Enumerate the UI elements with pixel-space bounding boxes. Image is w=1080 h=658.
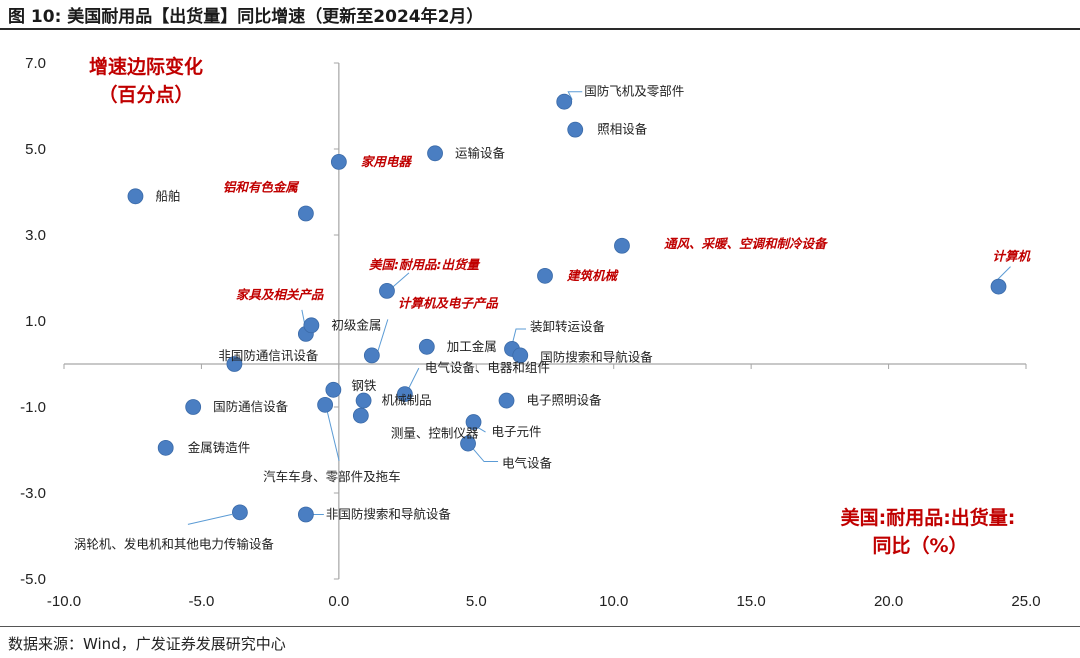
data-label: 船舶 — [155, 188, 180, 203]
data-point — [127, 188, 144, 205]
data-label: 汽车车身、零部件及拖车 — [263, 469, 401, 484]
x-tick-label: 25.0 — [1011, 593, 1040, 610]
data-label: 初级金属 — [331, 317, 381, 332]
data-label: 照相设备 — [597, 122, 648, 137]
x-tick-label: -5.0 — [188, 593, 214, 610]
data-label: 建筑机械 — [566, 268, 620, 283]
data-label: 国防搜索和导航设备 — [540, 349, 653, 364]
leader-line — [392, 272, 410, 288]
data-point — [232, 504, 248, 521]
data-label: 涡轮机、发电机和其他电力传输设备 — [74, 536, 275, 551]
data-label: 通风、采暖、空调和制冷设备 — [664, 236, 829, 251]
data-point — [185, 399, 202, 415]
x-axis-title: 美国:耐用品:出货量: — [841, 506, 1016, 529]
data-label: 计算机 — [993, 249, 1032, 264]
data-label: 非国防通信讯设备 — [218, 348, 319, 363]
x-axis-unit: 同比（%） — [872, 534, 967, 557]
x-tick-label: 20.0 — [874, 593, 903, 610]
data-point — [379, 282, 395, 299]
data-label: 机械制品 — [382, 393, 432, 408]
data-point — [363, 347, 380, 364]
data-label: 国防通信设备 — [213, 399, 289, 414]
data-point — [614, 237, 630, 254]
data-point — [297, 205, 314, 222]
data-label: 装卸转运设备 — [530, 319, 606, 334]
data-label: 家用电器 — [361, 154, 413, 169]
data-point — [990, 278, 1007, 295]
x-tick-label: -10.0 — [47, 593, 81, 610]
x-tick-label: 5.0 — [466, 593, 487, 610]
y-tick-label: 5.0 — [25, 141, 46, 158]
data-label: 金属铸造件 — [188, 440, 251, 455]
title-divider — [0, 28, 1080, 30]
data-label: 测量、控制仪器 — [391, 426, 479, 441]
data-label: 运输设备 — [455, 145, 506, 160]
axis-notes: 增速边际变化 （百分点） 美国:耐用品:出货量: 同比（%） — [89, 55, 1015, 557]
data-label: 加工金属 — [447, 339, 497, 354]
data-point — [317, 396, 334, 413]
data-point — [297, 506, 314, 523]
data-label: 电子元件 — [492, 424, 542, 439]
leader-line — [567, 91, 583, 100]
data-label: 家具及相关产品 — [236, 287, 325, 302]
y-axis-title: 增速边际变化 — [89, 55, 203, 78]
y-tick-label: 1.0 — [25, 313, 46, 330]
x-tick-label: 0.0 — [328, 593, 349, 610]
data-label: 钢铁 — [351, 378, 377, 393]
data-label: 美国:耐用品:出货量 — [369, 257, 480, 272]
data-point — [157, 439, 174, 456]
leader-line — [326, 410, 340, 461]
data-label: 非国防搜索和导航设备 — [326, 507, 452, 522]
data-point — [226, 356, 243, 372]
chart-axes: -10.0 -5.0 0.0 5.0 10.0 15.0 20.0 25.07.05.03.0… — [20, 55, 1040, 610]
data-point — [556, 93, 573, 110]
data-points — [127, 93, 1007, 523]
leader-line — [471, 447, 499, 463]
figure-source: 数据来源：Wind，广发证券发展研究中心 — [8, 635, 286, 653]
data-point — [355, 392, 372, 409]
data-point — [352, 407, 369, 424]
leader-line — [408, 367, 420, 389]
figure-title: 图 10: 美国耐用品【出货量】同比增速（更新至2024年2月） — [8, 7, 484, 27]
data-point — [460, 435, 476, 452]
data-label: 电气设备 — [502, 456, 553, 471]
data-label: 电气设备、电器和组件 — [425, 360, 550, 375]
y-tick-label: 7.0 — [25, 55, 46, 72]
data-point — [396, 386, 413, 403]
data-point — [537, 267, 553, 284]
x-tick-label: 15.0 — [737, 593, 766, 610]
data-point — [512, 347, 529, 364]
data-label: 国防飞机及零部件 — [584, 84, 684, 99]
data-label: 铝和有色金属 — [223, 180, 300, 195]
leader-line — [377, 319, 389, 352]
data-point — [418, 338, 435, 355]
data-point — [498, 392, 515, 409]
leader-line — [511, 328, 527, 346]
data-label: 计算机及电子产品 — [398, 295, 500, 310]
y-tick-label: -5.0 — [20, 571, 46, 588]
leader-line — [187, 513, 233, 525]
data-label: 电子照明设备 — [527, 393, 603, 408]
y-tick-label: 3.0 — [25, 227, 46, 244]
source-divider — [0, 626, 1080, 627]
data-point — [567, 121, 584, 138]
data-point — [330, 153, 347, 170]
data-point — [427, 145, 443, 162]
data-point — [325, 381, 342, 398]
data-point — [465, 414, 482, 430]
y-axis-unit: （百分点） — [98, 83, 193, 106]
data-point — [303, 317, 320, 334]
x-tick-label: 10.0 — [599, 593, 628, 610]
leader-lines — [187, 91, 1011, 525]
y-tick-label: -3.0 — [20, 485, 46, 502]
y-tick-label: -1.0 — [20, 399, 46, 416]
